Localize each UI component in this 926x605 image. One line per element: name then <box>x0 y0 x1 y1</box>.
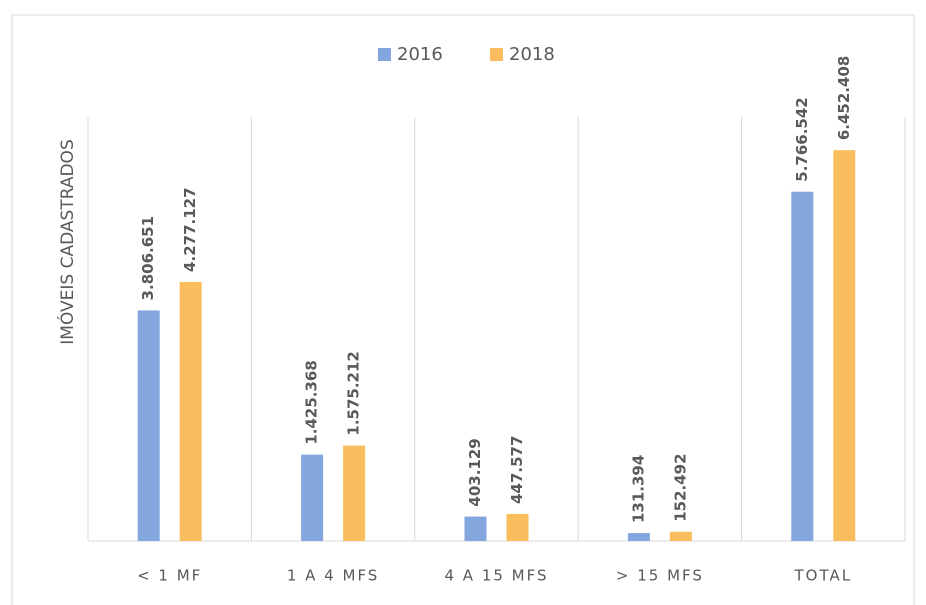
bar <box>791 191 814 541</box>
x-tick-label: 4 A 15 MFS <box>444 567 548 585</box>
value-label: 131.394 <box>629 455 647 523</box>
value-label: 6.452.408 <box>835 56 853 140</box>
value-label: 152.492 <box>671 453 689 521</box>
value-label: 4.277.127 <box>181 187 199 271</box>
bar <box>464 516 487 541</box>
value-label: 3.806.651 <box>139 216 157 300</box>
legend-label: 2018 <box>509 44 555 65</box>
value-label: 403.129 <box>466 438 484 506</box>
bar <box>343 445 366 541</box>
chart-frame <box>11 14 915 605</box>
value-label: 5.766.542 <box>793 97 811 181</box>
y-axis-label: IMÓVEIS CADASTRADOS <box>56 139 78 344</box>
legend-swatch <box>490 48 503 61</box>
value-label: 1.425.368 <box>303 360 321 444</box>
x-tick-label: TOTAL <box>794 567 853 585</box>
bar <box>669 531 692 541</box>
bar <box>179 281 202 541</box>
bar <box>627 533 650 541</box>
bar <box>301 454 324 541</box>
legend-label: 2016 <box>397 44 443 65</box>
value-label: 1.575.212 <box>345 351 363 435</box>
bar <box>833 150 856 541</box>
x-tick-label: < 1 MF <box>137 567 202 585</box>
legend-swatch <box>378 48 391 61</box>
bar <box>506 513 529 541</box>
value-label: 447.577 <box>508 436 526 504</box>
x-tick-label: 1 A 4 MFS <box>287 567 379 585</box>
bar <box>137 310 160 541</box>
x-tick-label: > 15 MFS <box>616 567 704 585</box>
